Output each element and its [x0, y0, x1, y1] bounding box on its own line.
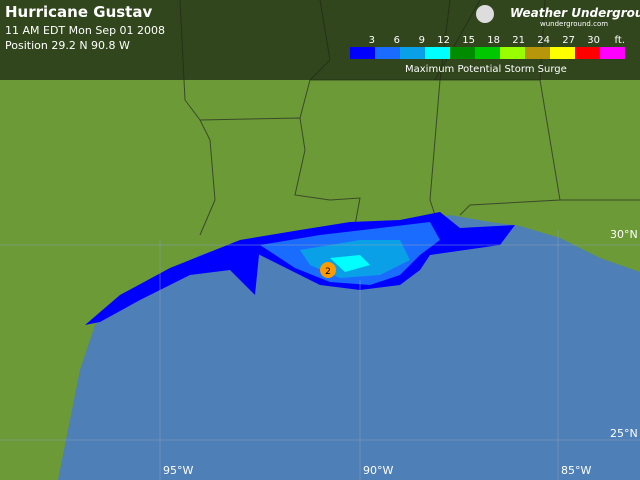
logo-url: wunderground.com [540, 20, 608, 28]
storm-surge [85, 212, 515, 325]
title: Hurricane Gustav [5, 3, 152, 21]
legend: 3 6 9 12 15 18 21 24 27 30 ft. [350, 35, 625, 59]
logo-name: Weather Underground [510, 6, 640, 20]
lon-label: 95°W [163, 464, 193, 477]
legend-label: 3 [369, 35, 375, 46]
lat-label: 30°N [610, 228, 638, 241]
storm-category: 2 [325, 267, 331, 277]
legend-swatch [425, 47, 450, 59]
legend-swatch [350, 47, 375, 59]
legend-label: 18 [487, 35, 500, 46]
position: Position 29.2 N 90.8 W [5, 39, 130, 52]
legend-swatch [550, 47, 575, 59]
legend-swatch [375, 47, 400, 59]
legend-swatch [500, 47, 525, 59]
legend-caption: Maximum Potential Storm Surge [405, 64, 567, 75]
legend-swatch [575, 47, 600, 59]
lat-label: 25°N [610, 427, 638, 440]
header-band [0, 0, 640, 80]
legend-label: 15 [462, 35, 475, 46]
legend-label: 12 [437, 35, 450, 46]
legend-swatch [600, 47, 625, 59]
time: 11 AM EDT Mon Sep 01 2008 [5, 24, 165, 37]
legend-label: 24 [537, 35, 550, 46]
storm-icon: 2 [320, 262, 336, 278]
logo-icon [476, 5, 494, 23]
lon-label: 90°W [363, 464, 393, 477]
legend-label: 21 [512, 35, 525, 46]
legend-label: 9 [419, 35, 425, 46]
lon-label: 85°W [561, 464, 591, 477]
legend-swatch [525, 47, 550, 59]
legend-swatch [400, 47, 425, 59]
legend-label: 6 [394, 35, 400, 46]
legend-swatch [475, 47, 500, 59]
graticule [0, 230, 640, 480]
legend-unit: ft. [615, 35, 625, 46]
gulf [58, 215, 640, 480]
legend-label: 27 [562, 35, 575, 46]
legend-label: 30 [587, 35, 600, 46]
legend-swatch [450, 47, 475, 59]
